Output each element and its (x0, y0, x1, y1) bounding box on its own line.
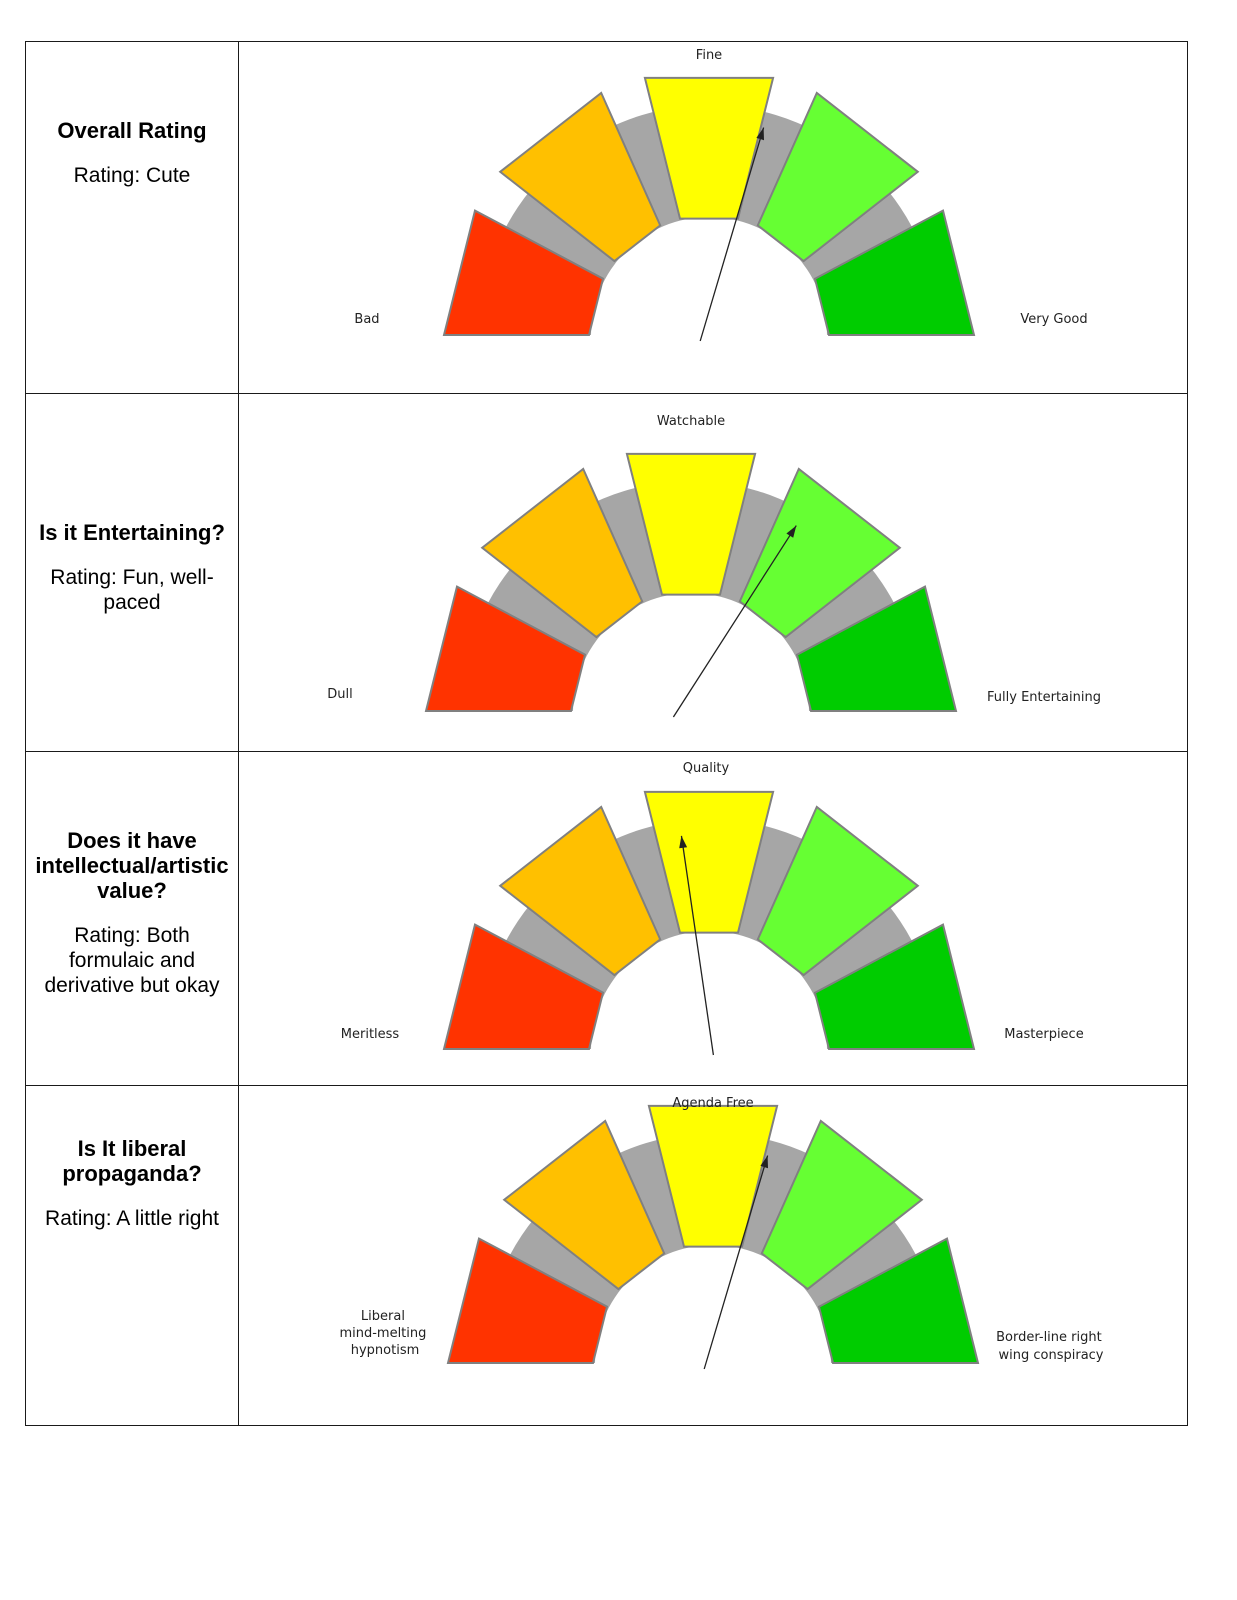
gauge-right-line: wing conspiracy (999, 1348, 1104, 1363)
table-row: Does it have intellectual/artistic value… (25, 751, 1188, 1086)
gauge-needle-head (679, 835, 688, 848)
gauge-segment-2 (498, 90, 662, 262)
gauge-needle-head (756, 127, 764, 140)
rating-text: Rating: Cute (73, 164, 191, 187)
gauge-right-label: Border-line right wing conspiracy (996, 1330, 1106, 1363)
gauge-segment-1 (442, 922, 605, 1050)
gauge-cell: Fine Bad Very Good (238, 41, 1188, 394)
gauge-chart: Agenda Free Liberal mind-melting hypnoti… (339, 1096, 1106, 1369)
gauge-right-line: Fully Entertaining (987, 690, 1101, 705)
gauge-right-label: Very Good (1020, 312, 1087, 327)
question-text: Does it have intellectual/artistic value… (35, 828, 229, 903)
gauge-right-label: Masterpiece (1004, 1027, 1083, 1042)
gauge-left-line: Bad (354, 312, 379, 327)
gauge-needle (680, 835, 715, 1055)
gauge-left-line: Meritless (341, 1027, 400, 1042)
gauge-needle-head (760, 1155, 768, 1168)
gauge-top-label: Watchable (657, 414, 725, 429)
gauge-left-line: Dull (327, 687, 352, 702)
gauge-segment-1 (446, 1236, 609, 1364)
gauge-chart: Watchable Dull Fully Entertaining (327, 414, 1101, 717)
gauge-segment-2 (498, 804, 662, 976)
gauge-segment-5 (813, 922, 976, 1050)
question-cell: Is it Entertaining? Rating: Fun, well-pa… (25, 393, 239, 752)
gauge-segment-4 (760, 1118, 924, 1290)
gauge-left-label: Dull (327, 687, 352, 702)
rating-text: Rating: Fun, well-paced (50, 566, 214, 614)
gauge-left-line: mind-melting (339, 1326, 426, 1341)
gauge-segment-4 (738, 466, 902, 638)
gauge-segment-3 (643, 76, 775, 220)
gauge-left-label: Liberal mind-melting hypnotism (339, 1309, 430, 1358)
question-cell: Overall Rating Rating: Cute (25, 41, 239, 394)
gauge-right-line: Border-line right (996, 1330, 1102, 1345)
question-text: Is It liberal propaganda? (62, 1136, 202, 1186)
rating-text: Rating: Both formulaic and derivative bu… (44, 924, 220, 997)
question-text: Overall Rating (57, 118, 207, 143)
gauge-top-label: Quality (683, 761, 730, 776)
gauge-segment-1 (424, 584, 587, 712)
gauge-segment-4 (756, 90, 920, 262)
gauge-segment-4 (756, 804, 920, 976)
gauge-cell: Watchable Dull Fully Entertaining (238, 393, 1188, 752)
gauge-segment-1 (442, 208, 605, 336)
gauge-top-label: Fine (696, 48, 722, 63)
gauge-chart: Quality Meritless Masterpiece (341, 761, 1084, 1055)
gauge-needle (672, 524, 797, 717)
gauge-top-label: Agenda Free (672, 1096, 753, 1111)
gauge-segment-5 (817, 1236, 980, 1364)
gauge-chart: Fine Bad Very Good (354, 48, 1088, 341)
gauge-segment-5 (813, 208, 976, 336)
gauge-segment-2 (502, 1118, 666, 1290)
gauge-segment-2 (480, 466, 644, 638)
gauge-needle (703, 1154, 769, 1369)
gauge-left-line: hypnotism (351, 1343, 420, 1358)
question-cell: Is It liberal propaganda? Rating: A litt… (25, 1085, 239, 1426)
question-cell: Does it have intellectual/artistic value… (25, 751, 239, 1086)
gauge-segment-3 (647, 1104, 779, 1248)
gauge-left-label: Bad (354, 312, 379, 327)
gauge-cell: Agenda Free Liberal mind-melting hypnoti… (238, 1085, 1188, 1426)
gauge-left-label: Meritless (341, 1027, 400, 1042)
gauge-right-line: Very Good (1020, 312, 1087, 327)
table-row: Overall Rating Rating: Cute Fine Bad Ver… (25, 41, 1188, 394)
gauge-segment-3 (643, 790, 775, 934)
table-row: Is it Entertaining? Rating: Fun, well-pa… (25, 393, 1188, 752)
rating-text: Rating: A little right (45, 1207, 219, 1230)
ratings-table: Overall Rating Rating: Cute Fine Bad Ver… (25, 41, 1188, 1426)
gauge-left-line: Liberal (361, 1309, 405, 1324)
gauge-right-line: Masterpiece (1004, 1027, 1083, 1042)
gauge-cell: Quality Meritless Masterpiece (238, 751, 1188, 1086)
gauge-needle-head (786, 525, 797, 538)
gauge-segment-3 (625, 452, 757, 596)
gauge-needle (699, 126, 765, 341)
gauge-segment-5 (795, 584, 958, 712)
table-row: Is It liberal propaganda? Rating: A litt… (25, 1085, 1188, 1426)
question-text: Is it Entertaining? (39, 520, 225, 545)
gauge-right-label: Fully Entertaining (987, 690, 1101, 705)
